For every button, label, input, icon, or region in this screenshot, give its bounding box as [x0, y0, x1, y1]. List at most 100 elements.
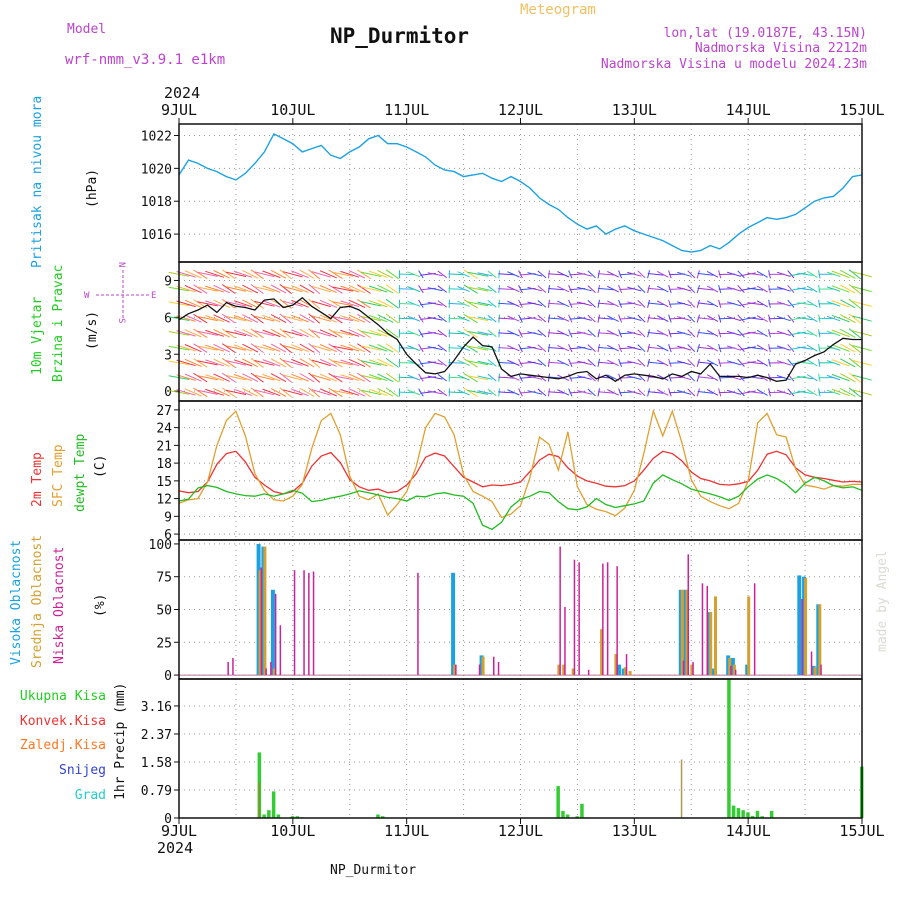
footer-station: NP_Durmitor	[330, 863, 416, 878]
wind-arrow	[197, 360, 218, 366]
legend-total: Ukupna Kisa	[20, 689, 106, 704]
wind-arrow	[507, 315, 520, 322]
wind-arrow	[557, 330, 570, 337]
cloud-bar-2	[692, 662, 694, 676]
cloud-bar-2	[303, 570, 305, 676]
wind-arrow	[647, 270, 650, 279]
wind-arrow	[463, 387, 478, 398]
wind-arrow	[687, 329, 696, 338]
wind-arrow	[848, 357, 862, 368]
wind-arrow	[477, 331, 493, 336]
wind-arrow	[848, 284, 862, 295]
wind-arrow	[385, 372, 399, 383]
compass-n: N	[116, 262, 126, 267]
wind-arrow	[448, 302, 465, 305]
precip-bar	[276, 814, 281, 818]
precip-bar	[262, 814, 266, 818]
wind-arrow	[250, 313, 264, 324]
wind-arrow	[291, 373, 309, 382]
wind-arrow	[176, 285, 196, 293]
wind-arrow	[398, 391, 415, 394]
wind-arrow	[311, 330, 331, 337]
wind-arrow	[587, 344, 596, 352]
wind-arrow	[332, 375, 353, 381]
wind-arrow	[557, 315, 570, 322]
precip-bar	[376, 814, 380, 818]
wind-arrow	[457, 374, 470, 381]
temp-unit: (C)	[93, 455, 108, 478]
wind-arrow	[587, 299, 596, 308]
cloud-bar-1	[481, 656, 485, 676]
wind-arrow	[487, 359, 497, 367]
wind-arrow	[627, 286, 642, 292]
wind-arrow	[222, 284, 236, 294]
wind-arrow	[279, 298, 292, 309]
wind-arrow	[787, 285, 795, 294]
wind-arrow	[448, 288, 465, 290]
wind-arrow	[587, 359, 596, 367]
wind-arrow	[319, 373, 337, 382]
wind-arrow	[557, 271, 570, 278]
wind-arrow	[242, 284, 259, 294]
precip-bar	[727, 679, 731, 818]
wind-arrow	[193, 372, 208, 383]
cloud-bar-1	[818, 604, 822, 676]
wind-arrow	[776, 330, 791, 336]
wind-arrow	[647, 391, 664, 394]
wind-arrow	[697, 346, 714, 350]
precip-bar	[561, 810, 565, 818]
wind-arrow	[826, 330, 841, 337]
wind-arrow	[726, 316, 741, 322]
wind-arrow	[687, 388, 696, 397]
wind-arrow	[197, 375, 218, 381]
wind-arrow	[696, 299, 700, 308]
wind-arrow	[193, 313, 208, 324]
wind-arrow	[385, 328, 399, 339]
wind-arrow	[607, 315, 619, 322]
wind-arrow	[437, 300, 448, 308]
precip-bar	[556, 786, 560, 818]
wind-arrow	[656, 374, 669, 381]
wind-arrow	[518, 299, 523, 308]
wind-arrow	[747, 390, 764, 394]
compass-w: W	[84, 291, 90, 301]
wind-arrow	[233, 315, 253, 323]
wind-arrow	[418, 358, 424, 367]
wind-arrow	[193, 269, 208, 280]
xtick-label-bottom: 11JUL	[384, 822, 429, 840]
cloud-bar-2	[227, 662, 229, 676]
credit-watermark: made by Angel	[875, 550, 890, 652]
wind-arrow	[308, 387, 321, 398]
wind-arrow	[557, 359, 570, 367]
wind-arrow	[756, 285, 768, 293]
wind-arrow	[213, 329, 230, 338]
wind-arrow	[205, 315, 225, 322]
wind-arrow	[498, 361, 515, 364]
wind-arrow	[368, 344, 388, 352]
wind-arrow	[311, 315, 331, 322]
wind-arrow	[477, 272, 493, 277]
wind-arrow	[225, 330, 247, 337]
wind-arrow	[737, 344, 745, 353]
wind-arrow	[537, 270, 547, 279]
cloud-bar-1	[623, 667, 627, 676]
wind-arrow	[193, 358, 208, 368]
xtick-label-top: 10JUL	[270, 101, 315, 119]
precip-bar	[755, 810, 760, 818]
wind-arrow	[418, 388, 424, 397]
wind-arrow	[687, 373, 696, 382]
wind-arrow	[747, 287, 764, 291]
wind-arrow	[498, 376, 515, 379]
xtick-label-top: 15JUL	[839, 101, 884, 119]
wind-arrow	[740, 287, 756, 291]
wind-arrow	[463, 313, 478, 324]
wind-arrow	[222, 387, 236, 398]
wind-arrow	[311, 389, 331, 396]
ytick-label: 3.16	[141, 700, 172, 715]
wind-arrow	[787, 358, 795, 367]
wind-arrow	[747, 272, 764, 276]
wind-arrow	[340, 389, 360, 396]
wind-arrow	[299, 328, 315, 338]
panel-frame	[178, 678, 863, 819]
wind-arrow	[233, 329, 253, 337]
